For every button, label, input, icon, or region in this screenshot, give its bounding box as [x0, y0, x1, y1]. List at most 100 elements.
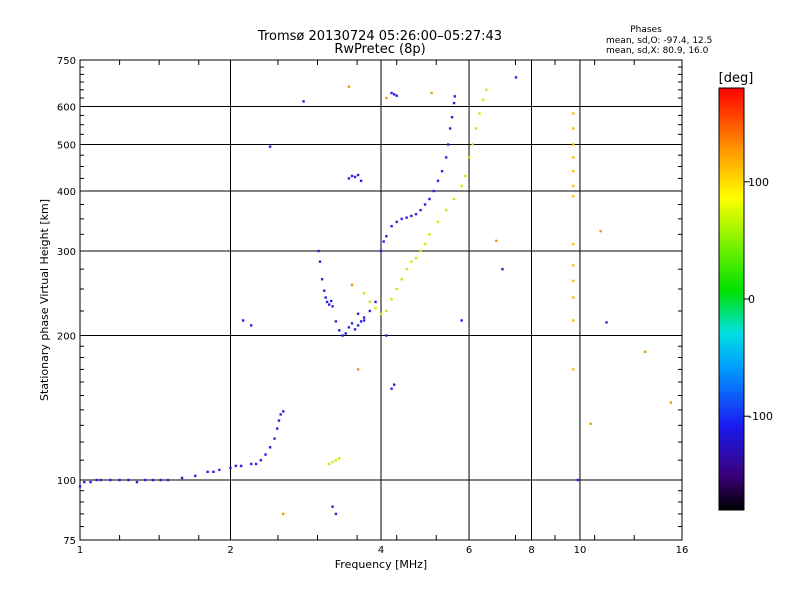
data-point-o-f1	[334, 320, 338, 323]
y-axis-label: Stationary phase Virtual Height [km]	[38, 199, 51, 401]
data-point-x-vertical	[572, 296, 575, 299]
data-point-o-lower	[143, 478, 147, 482]
y-tick-label: 100	[57, 476, 76, 487]
data-point-o-f2	[423, 203, 427, 206]
data-point-x-trace	[464, 174, 467, 178]
y-tick-label: 500	[57, 141, 76, 152]
data-point-x-trace	[374, 307, 377, 310]
data-point-o-spread	[356, 312, 360, 315]
data-point-o-spread	[356, 173, 360, 177]
data-point-o-f1	[359, 320, 363, 323]
data-point-o-lower	[249, 462, 253, 466]
data-point-x-trace	[485, 88, 488, 92]
data-point-o-spread	[353, 175, 357, 179]
data-point-o-lower	[166, 478, 170, 482]
data-point-o-f2	[432, 189, 435, 193]
data-point-x-trace	[436, 220, 440, 224]
data-point-o-spread	[395, 94, 398, 97]
data-point-x-trace	[385, 309, 388, 313]
data-point-x-trace	[395, 287, 398, 291]
data-point-o-f2	[410, 214, 413, 218]
data-point-x-vertical	[572, 112, 575, 115]
data-point-x-vertical	[572, 169, 575, 173]
data-point-o-lower	[151, 478, 155, 482]
data-point-x-trace	[379, 312, 383, 315]
data-point-o-f1	[329, 299, 333, 303]
data-point-o-f2	[440, 169, 444, 173]
data-point-x-trace	[467, 156, 471, 159]
x-tick-label: 16	[676, 545, 689, 556]
data-point-o-lower	[109, 478, 112, 482]
data-point-o-spread	[347, 177, 351, 180]
data-point-o-f1	[325, 300, 329, 304]
data-point-o-scatter	[302, 100, 305, 103]
stats-o-line: mean, sd,O: -97.4, 12.5	[606, 36, 712, 46]
x-tick-label: 2	[227, 545, 233, 556]
y-tick-label: 750	[57, 56, 76, 67]
data-point-misc	[643, 350, 647, 353]
colorbar-ticks: 100 0 -100	[744, 176, 773, 423]
data-point-x-lower	[338, 457, 341, 460]
data-point-o-f1	[368, 309, 372, 313]
data-point-x-vertical	[572, 156, 575, 159]
data-point-o-f2	[452, 101, 456, 105]
data-point-o-lower	[78, 485, 82, 488]
data-point-o-spread	[359, 179, 363, 183]
data-point-o-lower	[259, 458, 263, 462]
data-point-o-scatter	[514, 76, 518, 79]
data-point-misc	[430, 91, 433, 95]
data-point-misc	[347, 85, 351, 88]
data-point-o-scatter	[385, 334, 388, 337]
data-point-o-scatter	[460, 319, 463, 322]
data-point-o-scatter	[241, 319, 245, 322]
data-point-o-f1	[324, 296, 327, 299]
data-point-x-vertical	[572, 264, 575, 267]
x-tick-label: 1	[77, 545, 83, 556]
data-point-o-spread	[392, 93, 396, 96]
data-point-o-lower	[268, 446, 272, 449]
data-point-o-f2	[414, 212, 418, 216]
data-point-o-f1	[331, 305, 334, 308]
data-point-x-trace	[423, 242, 427, 246]
data-point-x-vertical	[572, 143, 575, 146]
data-point-o-scatter	[249, 324, 253, 327]
data-point-o-scatter	[334, 512, 338, 516]
data-point-x-trace	[368, 300, 372, 304]
data-point-o-f2	[385, 235, 388, 238]
data-point-o-scatter	[501, 267, 504, 271]
data-point-o-f1	[323, 289, 326, 292]
data-point-o-f2	[390, 224, 393, 228]
data-point-misc	[350, 283, 354, 287]
data-point-x-trace	[419, 249, 422, 253]
data-point-x-trace	[478, 112, 481, 115]
data-point-o-lower	[212, 470, 215, 474]
y-tick-label: 600	[57, 103, 76, 114]
stats-heading: Phases	[630, 25, 662, 35]
colorbar-label: [deg]	[719, 71, 754, 86]
data-point-o-f1	[320, 278, 324, 281]
data-point-misc	[385, 96, 388, 100]
data-point-o-lower	[159, 478, 162, 482]
data-point-misc	[356, 368, 360, 371]
data-point-o-lower	[239, 464, 243, 468]
data-point-x-lower	[327, 462, 331, 466]
data-point-o-f1	[344, 332, 347, 335]
y-tick-label: 400	[57, 187, 76, 198]
data-point-x-trace	[362, 292, 366, 295]
stats-x-line: mean, sd,X: 80.9, 16.0	[606, 46, 709, 56]
data-point-o-lower	[282, 410, 285, 413]
data-point-o-f2	[436, 179, 440, 183]
y-tick-label: 200	[57, 332, 76, 343]
data-point-o-f2	[448, 127, 452, 130]
data-point-o-scatter	[392, 383, 396, 386]
colorbar-tick-label: 100	[748, 176, 769, 189]
data-point-x-vertical	[572, 184, 575, 188]
data-point-o-f1	[338, 329, 341, 332]
data-point-o-lower	[273, 437, 276, 440]
data-point-o-lower	[118, 478, 121, 482]
colorbar-tick-label: -100	[748, 410, 773, 423]
y-axis-ticks: 75 100 200 300 400 500 600 750	[57, 56, 682, 547]
data-point-o-f1	[318, 260, 322, 263]
data-point-x-vertical	[572, 195, 575, 198]
data-point-x-trace	[444, 208, 448, 212]
